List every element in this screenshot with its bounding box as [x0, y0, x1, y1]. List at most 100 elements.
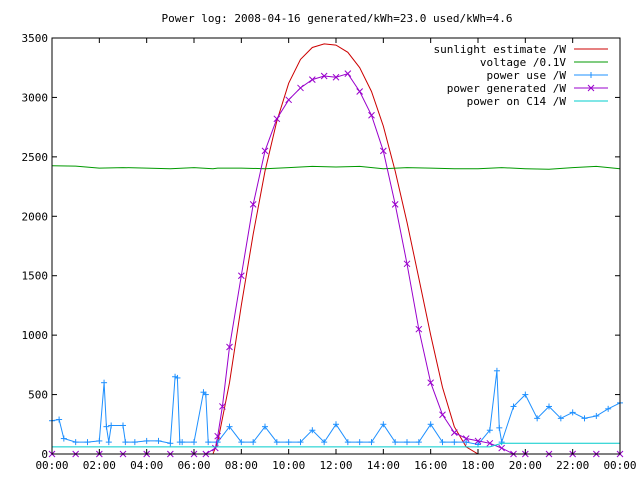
- legend-item: voltage /0.1V: [480, 56, 608, 69]
- x-tick-label: 18:00: [461, 459, 494, 472]
- x-tick-label: 00:00: [35, 459, 68, 472]
- legend-label: sunlight estimate /W: [434, 43, 567, 56]
- data-point: [261, 147, 269, 155]
- series-layer: [48, 43, 624, 458]
- x-tick-label: 22:00: [556, 459, 589, 472]
- data-point: [486, 439, 494, 447]
- data-point: [320, 72, 328, 80]
- data-point: [219, 403, 226, 410]
- data-point: [498, 439, 505, 446]
- data-point: [522, 391, 529, 398]
- y-tick-label: 2500: [22, 151, 49, 164]
- data-point: [344, 70, 352, 78]
- data-point: [105, 439, 112, 446]
- data-point: [356, 88, 364, 95]
- data-point: [474, 437, 482, 445]
- data-point: [462, 435, 470, 442]
- data-point: [297, 84, 304, 92]
- data-point: [332, 73, 340, 81]
- data-point: [120, 422, 126, 429]
- data-point: [403, 260, 411, 268]
- data-point: [439, 411, 446, 419]
- data-point: [498, 444, 506, 452]
- data-point: [174, 374, 181, 381]
- data-point: [392, 439, 399, 446]
- legend-item: sunlight estimate /W: [434, 43, 608, 56]
- series-3: [49, 367, 623, 448]
- x-tick-label: 16:00: [414, 459, 447, 472]
- data-point: [108, 422, 115, 429]
- x-tick-label: 06:00: [177, 459, 210, 472]
- data-point: [249, 201, 257, 208]
- data-point: [379, 147, 387, 155]
- data-point: [214, 439, 221, 446]
- data-point: [463, 439, 470, 446]
- data-point: [439, 439, 446, 446]
- data-point: [427, 421, 434, 428]
- data-point: [546, 403, 552, 410]
- series-2: [51, 165, 621, 170]
- data-point: [451, 439, 458, 446]
- data-point: [84, 439, 91, 446]
- data-point: [226, 343, 233, 351]
- chart-title: Power log: 2008-04-16 generated/kWh=23.0…: [162, 12, 513, 25]
- data-point: [569, 409, 576, 416]
- x-tick-label: 00:00: [603, 459, 636, 472]
- y-tick-label: 1000: [22, 329, 49, 342]
- data-point: [557, 415, 564, 422]
- data-point: [143, 437, 150, 444]
- data-point: [56, 416, 63, 423]
- data-point: [179, 439, 186, 446]
- data-point: [101, 379, 108, 386]
- data-point: [308, 76, 316, 83]
- data-point: [211, 444, 219, 452]
- legend-item: power use /W: [487, 69, 608, 82]
- series-line: [212, 43, 502, 455]
- data-point: [581, 415, 588, 422]
- data-point: [486, 427, 493, 434]
- data-point: [262, 423, 268, 430]
- x-tick-label: 12:00: [319, 459, 352, 472]
- data-point: [368, 111, 375, 119]
- x-tick-label: 10:00: [272, 459, 305, 472]
- data-point: [238, 439, 245, 446]
- data-point: [593, 412, 600, 419]
- x-tick-label: 20:00: [509, 459, 542, 472]
- data-point: [427, 379, 435, 387]
- data-point: [202, 391, 209, 398]
- data-point: [214, 432, 222, 440]
- data-point: [191, 439, 197, 446]
- data-point: [321, 439, 328, 446]
- data-point: [96, 437, 103, 444]
- legend-label: voltage /0.1V: [480, 56, 566, 69]
- data-point: [273, 439, 280, 446]
- legend-label: power on C14 /W: [467, 95, 567, 108]
- data-point: [285, 439, 292, 446]
- legend-marker: [587, 84, 595, 92]
- data-point: [205, 439, 212, 446]
- data-point: [155, 437, 162, 444]
- data-point: [493, 367, 500, 374]
- data-point: [496, 424, 503, 431]
- data-point: [356, 439, 363, 446]
- data-point: [297, 439, 304, 446]
- legend-label: power use /W: [487, 69, 567, 82]
- y-tick-label: 3500: [22, 32, 49, 45]
- series-1: [212, 43, 502, 455]
- data-point: [510, 403, 517, 410]
- data-point: [415, 325, 423, 333]
- x-tick-label: 14:00: [367, 459, 400, 472]
- x-tick-label: 08:00: [225, 459, 258, 472]
- legend-label: power generated /W: [447, 82, 567, 95]
- data-point: [60, 435, 67, 442]
- data-point: [415, 439, 422, 446]
- legend-item: power generated /W: [447, 82, 608, 95]
- data-point: [368, 439, 375, 446]
- data-point: [226, 423, 233, 430]
- data-point: [605, 405, 612, 412]
- y-tick-label: 500: [28, 389, 48, 402]
- data-point: [309, 427, 316, 434]
